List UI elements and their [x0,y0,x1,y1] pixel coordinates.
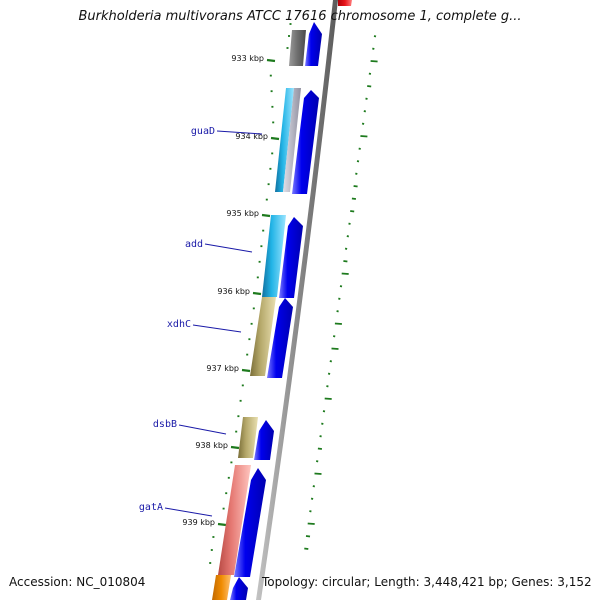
gene-label-dsbB: dsbB [153,419,177,430]
gc-tick [324,397,332,400]
gc-tick [305,535,311,538]
cds-arrow [234,468,266,577]
genome-backbone [256,0,338,600]
gc-tick [329,360,333,363]
gc-tick [348,222,351,225]
cds-arrow [267,298,293,378]
gc-tick [373,35,377,38]
kbp-ruler: 933 kbp 934 kbp 935 kbp 936 kbp 937 kbp 938 k… [182,23,292,564]
cds-track [230,22,322,600]
gc-tick [365,97,368,100]
gc-tick [322,410,326,413]
gc-tick [367,85,372,88]
gc-tick [368,72,372,75]
kbp-tick [261,213,271,218]
kbp-tick-label: 938 kbp [195,441,228,450]
gc-tick [353,185,358,188]
gc-tick [332,335,336,338]
gc-tick [372,47,375,50]
kbp-tick [252,291,262,296]
cog-track [212,0,352,600]
gene-callout-line [192,324,242,333]
cog-block [338,0,352,6]
gc-tick [346,235,350,238]
gene-callout-line [164,507,213,517]
gene-labels: guaD add xdhC dsbB gatA [139,126,263,517]
cds-arrow [292,90,319,194]
gc-tick [341,272,349,275]
gc-tick [334,322,342,325]
kbp-tick-label: 934 kbp [235,132,268,141]
gc-tick [312,485,316,488]
cog-block [283,88,301,192]
gc-tick [350,210,355,213]
gc-tick [344,247,348,250]
gene-label-gatA: gatA [139,502,163,513]
kbp-tick-label: 935 kbp [226,209,259,218]
gc-tick [309,510,312,513]
cog-block [262,215,286,297]
gc-tick [310,497,314,500]
gc-tick [355,172,358,175]
kbp-tick [266,58,276,63]
gc-tick [321,422,324,425]
genome-summary: Topology: circular; Length: 3,448,421 bp… [262,575,592,589]
cog-block [218,465,251,575]
gc-tick [307,522,315,525]
gene-label-add: add [185,239,203,250]
kbp-tick-label: 936 kbp [217,287,250,296]
cog-block [238,417,258,458]
gc-tick [327,372,331,375]
gc-tick [343,260,348,263]
gc-tick [319,435,322,438]
gc-content-track [304,35,378,550]
gc-tick [363,110,367,113]
cds-arrow [305,22,322,66]
gc-tick [360,135,368,138]
gene-callout-line [204,243,253,253]
kbp-tick [270,136,280,141]
cog-block [275,88,294,192]
kbp-tick-label: 939 kbp [182,518,215,527]
cds-arrow [230,577,248,600]
map-title: Burkholderia multivorans ATCC 17616 chro… [78,9,522,24]
cog-block [212,575,231,600]
accession-label: Accession: NC_010804 [9,575,146,589]
gc-tick [358,147,361,150]
gc-tick [336,310,339,313]
cog-block [289,30,306,66]
gene-label-xdhC: xdhC [167,319,191,330]
kbp-tick [217,522,227,527]
gc-tick [314,472,322,475]
gene-callout-line [216,130,263,135]
kbp-tick-label: 933 kbp [231,54,264,63]
gene-label-guaD: guaD [191,126,215,137]
gc-tick [351,197,357,200]
kbp-tick [230,445,240,450]
gc-tick [339,285,343,288]
cds-arrow [254,420,274,460]
gc-tick [338,297,341,300]
kbp-tick [241,368,251,373]
gc-tick [304,547,309,550]
cog-block [250,297,276,376]
gc-tick [315,460,319,463]
gene-callout-line [178,424,227,435]
gc-tick [326,385,329,388]
gc-tick [370,60,378,63]
kbp-tick-label: 937 kbp [206,364,239,373]
gc-tick [331,347,339,350]
gc-tick [317,447,323,450]
gc-tick [361,122,365,125]
gc-tick [356,160,360,163]
cds-arrow [279,217,303,298]
